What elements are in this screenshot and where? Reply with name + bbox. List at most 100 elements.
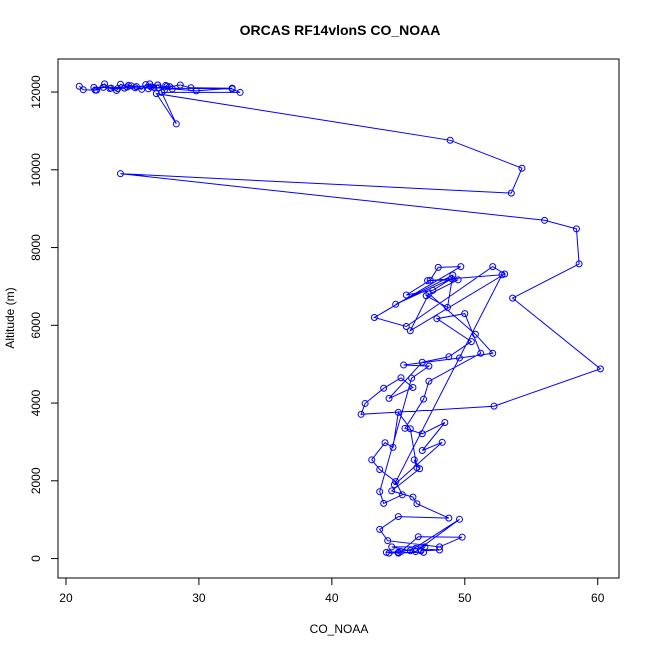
data-point <box>424 277 432 285</box>
data-point <box>228 85 236 93</box>
data-point <box>99 83 107 91</box>
data-point <box>455 515 463 523</box>
data-point <box>418 446 426 454</box>
data-point <box>380 499 388 507</box>
data-point <box>146 80 154 88</box>
data-point <box>400 361 408 369</box>
y-axis-label: Altitude (m) <box>3 287 17 348</box>
data-point <box>380 384 388 392</box>
data-point <box>575 260 583 268</box>
data-point <box>385 549 393 557</box>
data-point <box>90 83 98 91</box>
data-point <box>168 85 176 93</box>
data-point <box>370 314 378 322</box>
data-point <box>388 487 396 495</box>
data-point <box>501 270 509 278</box>
plot-frame <box>57 58 620 579</box>
data-point <box>433 315 441 323</box>
data-point <box>412 544 420 552</box>
data-point <box>406 425 414 433</box>
data-point <box>541 216 549 224</box>
data-points <box>75 80 604 557</box>
data-point <box>425 290 433 298</box>
data-point <box>402 322 410 330</box>
x-tick-label: 40 <box>325 591 339 605</box>
x-tick-label: 50 <box>458 591 472 605</box>
data-point <box>176 81 184 89</box>
data-point <box>187 84 195 92</box>
y-tick-label: 4000 <box>29 389 43 416</box>
data-point <box>131 84 139 92</box>
data-point <box>163 82 171 90</box>
y-tick-label: 10000 <box>29 153 43 187</box>
data-point <box>416 465 424 473</box>
data-point <box>457 263 465 271</box>
data-point <box>79 86 87 94</box>
data-point <box>436 543 444 551</box>
data-point <box>388 543 396 551</box>
data-point <box>376 488 384 496</box>
data-point <box>477 349 485 357</box>
data-point <box>412 548 420 556</box>
x-tick-label: 30 <box>192 591 206 605</box>
data-point <box>458 533 466 541</box>
series-line <box>78 83 602 554</box>
data-point <box>114 85 122 93</box>
data-point <box>381 439 389 447</box>
data-point <box>596 365 604 373</box>
data-point <box>408 374 416 382</box>
data-point <box>107 84 115 92</box>
data-point <box>192 87 200 95</box>
data-point <box>467 338 475 346</box>
data-point <box>162 81 170 89</box>
data-point <box>418 430 426 438</box>
data-point <box>414 533 422 541</box>
data-point <box>394 548 402 556</box>
data-point <box>490 402 498 410</box>
x-axis-label: CO_NOAA <box>310 622 369 636</box>
data-point <box>361 399 369 407</box>
data-point <box>489 263 497 271</box>
data-point <box>455 354 463 362</box>
data-point <box>368 456 376 464</box>
data-point <box>390 481 398 489</box>
data-point <box>489 349 497 357</box>
data-point <box>406 327 414 335</box>
y-tick-label: 12000 <box>29 75 43 109</box>
data-point <box>392 478 400 486</box>
data-point <box>409 493 417 501</box>
data-point <box>152 90 160 98</box>
data-point <box>410 456 418 464</box>
data-point <box>447 275 455 283</box>
data-point <box>409 384 417 392</box>
data-point <box>392 300 400 308</box>
data-point <box>572 225 580 233</box>
data-point <box>402 291 410 299</box>
data-point <box>154 81 162 89</box>
data-point <box>449 271 457 279</box>
data-point <box>471 330 479 338</box>
data-point <box>445 514 453 522</box>
data-point <box>394 513 402 521</box>
data-point <box>120 84 128 92</box>
data-point <box>425 362 433 370</box>
data-point <box>75 82 83 90</box>
x-tick-label: 20 <box>59 591 73 605</box>
y-axis: 0 2000 4000 6000 8000 10000 12000 <box>29 75 59 562</box>
data-point <box>127 82 135 90</box>
y-tick-label: 8000 <box>29 234 43 261</box>
data-point <box>172 120 180 128</box>
data-point <box>101 80 109 88</box>
data-point <box>420 548 428 556</box>
data-point <box>132 83 140 91</box>
data-point <box>376 525 384 533</box>
data-point <box>376 466 384 474</box>
data-point <box>138 85 146 93</box>
chart-title: ORCAS RF14vlonS CO_NOAA <box>240 22 441 38</box>
data-point <box>394 408 402 416</box>
x-axis: 20 30 40 50 60 <box>59 577 605 605</box>
data-point <box>397 374 405 382</box>
data-point <box>429 286 437 294</box>
data-point <box>116 170 124 178</box>
